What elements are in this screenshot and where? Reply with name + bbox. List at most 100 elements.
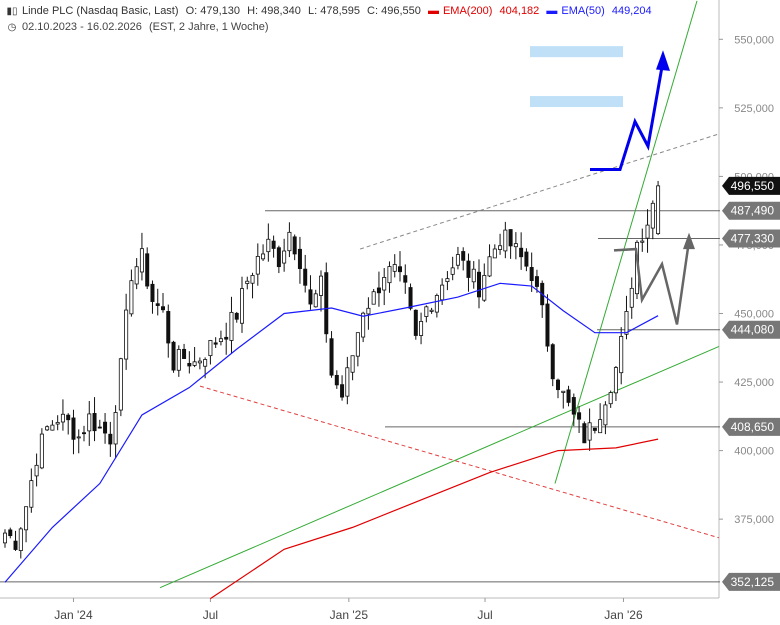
candle-body (76, 436, 81, 439)
candle-body (203, 359, 208, 367)
candle-body (50, 424, 55, 431)
candle-body (66, 414, 71, 421)
candle-body (182, 348, 187, 359)
candle-body (656, 185, 661, 235)
candle-body (566, 389, 571, 403)
candle-body (329, 338, 334, 376)
candle-body (113, 412, 118, 445)
candle-body (592, 427, 597, 431)
candle-body (587, 422, 592, 441)
candle-body (87, 413, 92, 432)
alternate-projection-path (613, 247, 690, 325)
candle-body (429, 309, 434, 312)
candle-body (150, 283, 155, 302)
resistance-line-dashed (359, 133, 720, 250)
bullish-projection-arrowhead (656, 50, 670, 71)
candle-body (276, 247, 281, 268)
candle-body (129, 280, 134, 315)
ema200-line (210, 438, 659, 600)
price-tag: 408,650 (722, 417, 780, 436)
candle-body (103, 421, 108, 434)
candle-body (640, 240, 645, 243)
candle-body (124, 309, 129, 360)
candle-body (82, 432, 87, 435)
candle-body (445, 278, 450, 283)
candle-body (403, 275, 408, 283)
candle-body (139, 248, 144, 273)
candle-body (398, 266, 403, 273)
chart-header: ▮▯ Linde PLC (Nasdaq Basic, Last) O: 479,… (6, 5, 656, 17)
candle-body (55, 422, 60, 425)
candle-body (498, 245, 503, 250)
target-box-lower (530, 96, 623, 108)
candle-body (440, 284, 445, 301)
candle-body (471, 268, 476, 283)
candle-body (461, 251, 466, 261)
candle-body (582, 423, 587, 444)
y-tick-label: 375,000 (734, 514, 774, 526)
ema50-line (4, 282, 659, 583)
candle-body (8, 529, 13, 537)
candle-body (466, 260, 471, 278)
candle-body (3, 532, 8, 544)
candle-body (319, 275, 324, 296)
candle-body (240, 288, 245, 324)
chart-info: (EST, 2 Jahre, 1 Woche) (148, 21, 269, 33)
price-tag: 487,490 (722, 201, 780, 220)
candle-body (334, 374, 339, 386)
candle-body (97, 426, 102, 429)
candles-group (3, 180, 661, 559)
candle-body (603, 404, 608, 426)
price-tag-label: 444,080 (731, 323, 775, 337)
candle-body (292, 236, 297, 255)
candle-body (503, 229, 508, 252)
price-tag: 496,550 (722, 176, 780, 195)
candle-body (313, 293, 318, 308)
candle-body (271, 240, 276, 249)
candlestick-icon: ▮▯ (6, 6, 18, 17)
ema200-value: 404,182 (499, 5, 540, 17)
price-tag-shape (722, 201, 780, 220)
price-tag: 477,330 (722, 229, 780, 248)
candle-body (92, 413, 97, 432)
y-tick-label: 550,000 (734, 34, 774, 46)
candle-body (234, 312, 239, 320)
candle-body (108, 433, 113, 445)
price-tag: 352,125 (722, 572, 780, 591)
y-tick-label: 450,000 (734, 309, 774, 321)
candle-body (39, 433, 44, 469)
y-tick-label: 425,000 (734, 377, 774, 389)
candle-body (45, 426, 50, 431)
candle-body (645, 224, 650, 239)
y-tick-label: 400,000 (734, 446, 774, 458)
candle-body (303, 268, 308, 286)
candle-body (145, 253, 150, 287)
date-range: 02.10.2023 - 16.02.2026 (22, 21, 142, 33)
close-value: C: 496,550 (367, 5, 421, 17)
price-tag-label: 496,550 (731, 179, 775, 193)
candle-body (176, 349, 181, 371)
candle-body (598, 419, 603, 434)
candle-body (208, 340, 213, 357)
candle-body (350, 355, 355, 373)
long-trend-line-green (159, 345, 720, 589)
candle-body (71, 417, 76, 440)
candle-body (282, 250, 287, 264)
x-tick-label: Jul (203, 608, 218, 622)
ema200-label: EMA(200) (442, 5, 493, 17)
candle-body (245, 280, 250, 284)
clock-icon: ◷ (7, 22, 17, 33)
chart-subheader: ◷ 02.10.2023 - 16.02.2026 (EST, 2 Jahre, … (6, 21, 273, 33)
candle-body (166, 311, 171, 344)
candle-body (550, 344, 555, 380)
candle-body (424, 306, 429, 317)
candle-body (361, 312, 366, 338)
steep-trend-line-green (554, 0, 698, 484)
candle-body (134, 266, 139, 285)
candle-body (556, 379, 561, 391)
candle-body (376, 287, 381, 294)
candle-body (545, 303, 550, 347)
ema50-value: 449,204 (611, 5, 652, 17)
candle-body (577, 412, 582, 420)
